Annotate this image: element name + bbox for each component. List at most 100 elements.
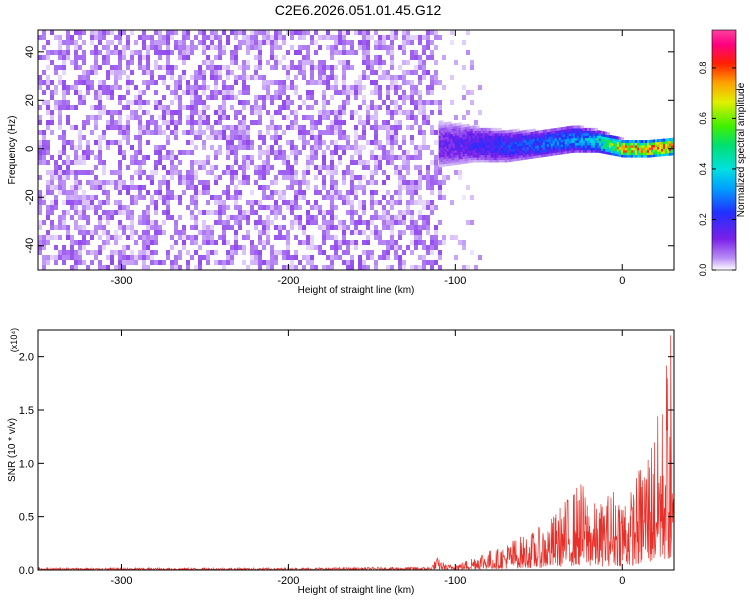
spectrogram-cell [46,255,50,260]
spectrogram-cell [306,140,310,145]
spectrogram-cell [190,90,194,95]
spectrogram-signal-cell [590,127,594,131]
spectrogram-signal-cell [572,132,576,136]
spectrogram-signal-cell [606,139,610,143]
spectrogram-cell [50,220,54,225]
spectrogram-cell [82,210,86,215]
spectrogram-cell [98,100,102,105]
spectrogram-cell [114,170,118,175]
spectrogram-cell [398,185,402,190]
spectrogram-cell [246,135,250,140]
spectrogram-cell [250,155,254,160]
spectrogram-cell [254,70,258,75]
spectrogram-cell [306,45,310,50]
spectrogram-signal-cell [552,140,556,144]
spectrogram-cell [38,220,42,225]
spectrogram-cell [146,225,150,230]
spectrogram-cell [170,75,174,80]
spectrogram-cell [118,85,122,90]
spectrogram-cell [50,200,54,205]
spectrogram-cell [202,210,206,215]
spectrogram-cell [374,60,378,65]
spectrogram-signal-cell [628,140,632,144]
spectrogram-signal-cell [670,152,674,156]
spectrogram-cell [242,160,246,165]
spectrogram-cell [106,180,110,185]
spectrogram-signal-cell [570,142,574,146]
spectrogram-cell [390,35,394,40]
spectrogram-cell [366,255,370,260]
spectrogram-cell [142,155,146,160]
spectrogram-cell [154,30,158,35]
spectrogram-cell [150,255,154,260]
spectrogram-cell [286,250,290,255]
spectrogram-signal-cell [618,153,622,157]
spectrogram-cell [234,185,238,190]
spectrogram-signal-cell [664,150,668,154]
spectrogram-signal-cell [610,152,614,156]
spectrogram-cell [406,225,410,230]
spectrogram-cell [398,85,402,90]
spectrogram-cell [42,240,46,245]
spectrogram-cell [422,115,426,120]
spectrogram-cell [266,40,270,45]
spectrogram-signal-cell [440,139,444,143]
spectrogram-cell [174,85,178,90]
spectrogram-cell [110,235,114,240]
spectrogram-cell [46,180,50,185]
spectrogram-cell [342,30,346,35]
spectrogram-cell [422,120,426,125]
spectrogram-cell [94,175,98,180]
spectrogram-cell [422,130,426,135]
spectrogram-cell [46,40,50,45]
spectrogram-cell [398,170,402,175]
spectrogram-cell [426,170,430,175]
spectrogram-cell [102,200,106,205]
spectrogram-signal-cell [546,141,550,145]
spectrogram-signal-cell [482,127,486,131]
spectrogram-cell [342,175,346,180]
spectrogram-cell [350,65,354,70]
spectrogram-cell [346,190,350,195]
spectrogram-cell [190,180,194,185]
spectrogram-cell [130,160,134,165]
spectrogram-cell [170,30,174,35]
spectrogram-cell [350,115,354,120]
spectrogram-cell [234,215,238,220]
spectrogram-cell [222,100,226,105]
spectrogram-signal-cell [592,144,596,148]
spectrogram-cell [350,85,354,90]
spectrogram-signal-cell [614,143,618,147]
spectrogram-cell [266,195,270,200]
spectrogram-cell [326,130,330,135]
spectrogram-cell [386,50,390,55]
spectrogram-cell [46,230,50,235]
spectrogram-cell [94,165,98,170]
spectrogram-cell [46,160,50,165]
spectrogram-cell [38,130,42,135]
spectrogram-cell [426,260,430,265]
spectrogram-cell [174,125,178,130]
spectrogram-cell [418,195,422,200]
spectrogram-cell [78,90,82,95]
spectrogram-cell [118,75,122,80]
spectrogram-signal-cell [592,140,596,144]
spectrogram-cell [278,205,282,210]
spectrogram-signal-cell [488,147,492,151]
spectrogram-cell [90,170,94,175]
spectrogram-signal-cell [476,147,480,151]
spectrogram-signal-cell [594,144,598,148]
spectrogram-cell [90,35,94,40]
spectrogram-cell [350,205,354,210]
spectrogram-signal-cell [530,141,534,145]
spectrogram-cell [390,65,394,70]
spectrogram-signal-cell [528,139,532,143]
spectrogram-cell [418,155,422,160]
spectrogram-signal-cell [482,144,486,148]
spectrogram-cell [438,190,442,195]
snr-frame [37,329,675,571]
spectrogram-signal-cell [490,152,494,156]
spectrogram-cell [86,75,90,80]
spectrogram-cell [162,230,166,235]
spectrogram-signal-cell [532,131,536,135]
